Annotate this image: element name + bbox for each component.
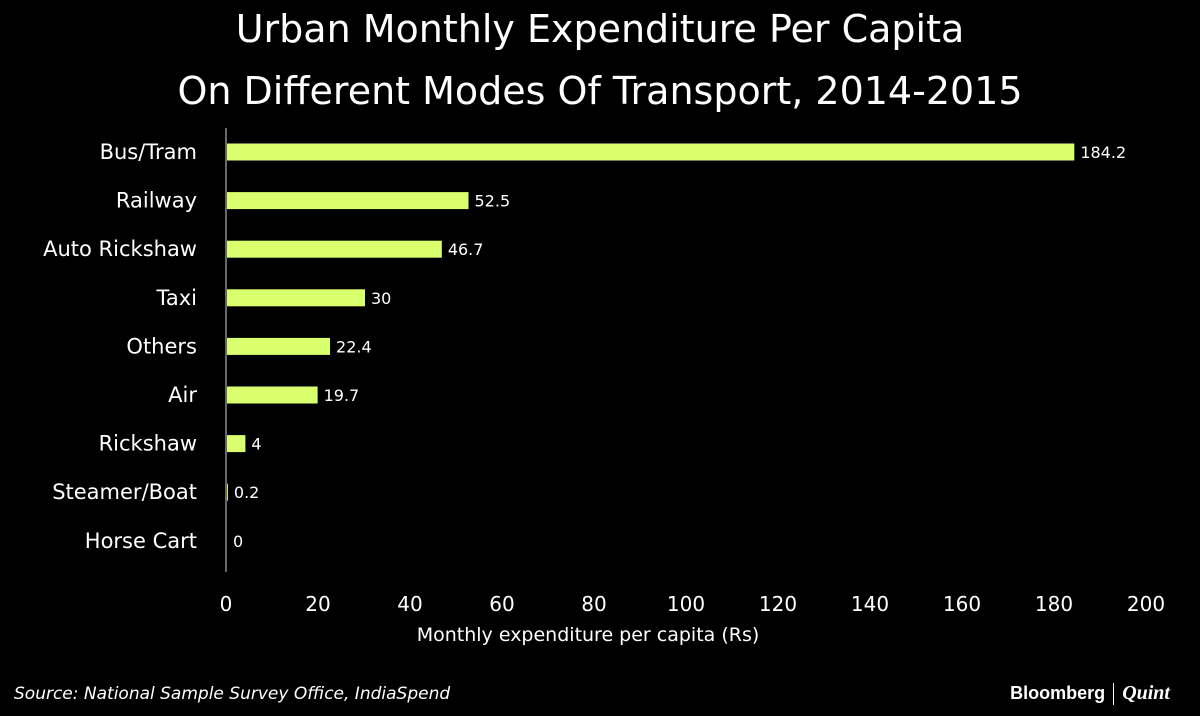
category-label: Railway [116,189,197,213]
quint-wordmark: Quint [1122,682,1170,704]
bar [227,289,365,307]
x-tick-label: 180 [1035,592,1073,616]
category-label: Rickshaw [99,432,197,456]
chart-title-line-1: Urban Monthly Expenditure Per Capita [236,7,965,51]
x-axis-ticks: 0 20 40 60 80 100 120 140 160 180 200 [220,592,1165,616]
x-tick-label: 140 [851,592,889,616]
value-label: 19.7 [324,386,360,405]
value-label: 22.4 [336,337,372,356]
value-label: 52.5 [475,192,511,211]
bar [227,240,442,258]
bar [227,337,331,355]
category-label: Taxi [156,286,197,310]
bars: Bus/Tram 184.2 Railway 52.5 Auto Rickshaw 46.… [43,140,1126,553]
chart-title-line-2: On Different Modes Of Transport, 2014-20… [177,69,1022,113]
bar [227,435,246,453]
bar [227,483,228,501]
x-tick-label: 0 [220,592,233,616]
value-label: 30 [371,289,391,308]
x-tick-label: 200 [1127,592,1165,616]
x-tick-label: 100 [667,592,705,616]
x-axis-title: Monthly expenditure per capita (Rs) [417,624,760,646]
value-label: 0 [233,532,243,551]
category-label: Auto Rickshaw [43,237,197,261]
value-label: 184.2 [1080,143,1126,162]
x-tick-label: 80 [581,592,606,616]
x-tick-label: 160 [943,592,981,616]
category-label: Steamer/Boat [52,480,197,504]
x-tick-label: 60 [489,592,514,616]
bar [227,192,469,210]
brand-logo: Bloomberg Quint [1010,682,1170,705]
value-label: 46.7 [448,240,484,259]
value-label: 0.2 [234,483,259,502]
x-tick-label: 20 [305,592,330,616]
category-label: Air [168,383,197,407]
bar [227,143,1075,161]
source-note: Source: National Sample Survey Office, I… [14,684,451,704]
category-label: Horse Cart [85,529,197,553]
x-tick-label: 40 [397,592,422,616]
value-label: 4 [251,435,261,454]
bloomberg-wordmark: Bloomberg [1010,683,1106,703]
category-label: Bus/Tram [100,140,197,164]
x-tick-label: 120 [759,592,797,616]
category-label: Others [126,334,197,358]
bar [227,386,318,404]
brand-divider [1113,682,1115,705]
